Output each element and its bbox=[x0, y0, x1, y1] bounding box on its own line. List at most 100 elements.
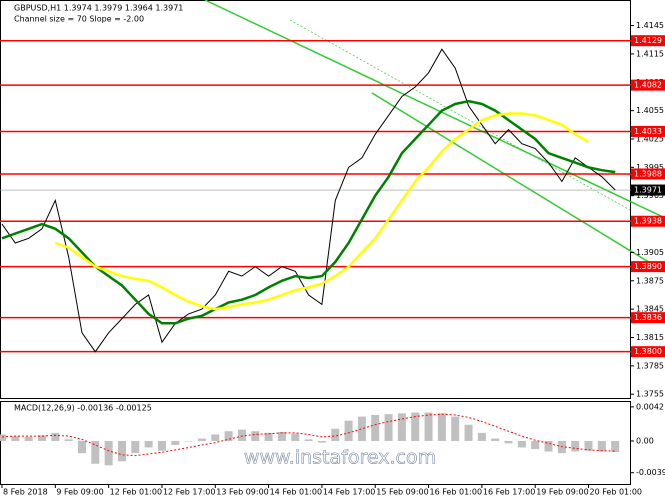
x-tick-label: 14 Feb 17:00 bbox=[323, 488, 375, 497]
y-tick-label: 0.0042 bbox=[636, 402, 664, 411]
macd-bar bbox=[451, 416, 460, 441]
level-box bbox=[631, 261, 665, 273]
watermark: www.instaforex.com bbox=[244, 447, 436, 469]
macd-bar bbox=[384, 414, 393, 441]
level-label: 1.4129 bbox=[634, 36, 662, 45]
level-label: 1.4082 bbox=[634, 81, 662, 90]
macd-bar bbox=[184, 440, 193, 442]
macd-title: MACD(12,26,9) -0.00136 -0.00125 bbox=[14, 404, 152, 413]
level-label: 1.3836 bbox=[634, 313, 662, 322]
macd-bar bbox=[117, 440, 126, 462]
macd-bar bbox=[0, 434, 6, 441]
macd-bar bbox=[37, 435, 46, 441]
level-label: 1.3890 bbox=[634, 262, 662, 271]
macd-bar bbox=[317, 440, 326, 443]
chart-subtitle: Channel size = 70 Slope = -2.00 bbox=[14, 15, 144, 24]
macd-signal bbox=[1, 413, 616, 457]
macd-bar bbox=[517, 440, 526, 448]
channel-upper bbox=[204, 0, 665, 219]
y-tick-label: -0.00391 bbox=[636, 468, 665, 477]
level-label: 1.3938 bbox=[634, 217, 662, 226]
channel-lower bbox=[371, 92, 665, 273]
level-box bbox=[631, 168, 665, 180]
macd-bar bbox=[531, 440, 540, 450]
level-label: 1.3988 bbox=[634, 169, 662, 178]
macd-bar bbox=[437, 413, 446, 441]
macd-bar bbox=[584, 440, 593, 451]
macd-bar bbox=[357, 416, 366, 441]
macd-bar bbox=[104, 440, 113, 466]
level-box bbox=[631, 215, 665, 227]
macd-bar bbox=[91, 440, 100, 464]
y-tick-label: 1.4115 bbox=[636, 49, 664, 58]
y-tick-label: 1.3815 bbox=[636, 333, 664, 342]
main-panel bbox=[0, 0, 631, 399]
x-tick-label: 12 Feb 01:00 bbox=[110, 488, 162, 497]
macd-bar bbox=[424, 412, 433, 441]
level-box bbox=[631, 79, 665, 91]
x-tick-label: 16 Feb 17:00 bbox=[483, 488, 535, 497]
macd-bar bbox=[24, 436, 33, 441]
level-box bbox=[631, 125, 665, 137]
macd-bar bbox=[251, 431, 260, 441]
macd-bar bbox=[277, 432, 286, 441]
macd-bar bbox=[131, 440, 140, 454]
level-box bbox=[631, 312, 665, 324]
last-price-box bbox=[631, 184, 665, 196]
y-tick-label: 1.3755 bbox=[636, 390, 664, 399]
macd-bar bbox=[211, 434, 220, 441]
macd-bar bbox=[571, 440, 580, 452]
x-tick-label: 14 Feb 01:00 bbox=[270, 488, 322, 497]
price-line bbox=[1, 48, 616, 353]
x-tick-label: 19 Feb 09:00 bbox=[536, 488, 588, 497]
y-tick-label: 1.3845 bbox=[636, 305, 664, 314]
y-tick-label: 1.3995 bbox=[636, 163, 664, 172]
macd-bar bbox=[544, 440, 553, 452]
x-tick-label: 20 Feb 01:00 bbox=[590, 488, 642, 497]
y-tick-label: 1.3875 bbox=[636, 276, 664, 285]
y-tick-label: 1.4055 bbox=[636, 106, 664, 115]
y-tick-label: 0.00 bbox=[636, 436, 654, 445]
ma-fast bbox=[1, 99, 616, 325]
macd-bar bbox=[157, 440, 166, 451]
macd-bar bbox=[597, 440, 606, 452]
macd-bar bbox=[411, 412, 420, 441]
x-tick-label: 12 Feb 17:00 bbox=[163, 488, 215, 497]
level-box bbox=[631, 346, 665, 358]
level-label: 1.4033 bbox=[634, 127, 662, 136]
macd-bar bbox=[331, 428, 340, 441]
y-tick-label: 1.3785 bbox=[636, 361, 664, 370]
macd-bar bbox=[264, 432, 273, 441]
macd-bar bbox=[371, 414, 380, 441]
x-tick-label: 16 Feb 01:00 bbox=[430, 488, 482, 497]
macd-bar bbox=[611, 440, 620, 453]
macd-bar bbox=[504, 440, 513, 444]
ma-slow bbox=[54, 112, 590, 311]
macd-bar bbox=[144, 440, 153, 448]
y-tick-label: 1.3965 bbox=[636, 191, 664, 200]
x-tick-label: 13 Feb 09:00 bbox=[216, 488, 268, 497]
level-label: 1.3800 bbox=[634, 347, 662, 356]
y-tick-label: 1.4025 bbox=[636, 135, 664, 144]
x-tick-label: 9 Feb 09:00 bbox=[56, 488, 103, 497]
y-tick-label: 1.4145 bbox=[636, 21, 664, 30]
macd-bar bbox=[477, 432, 486, 441]
macd-bar bbox=[491, 438, 500, 441]
x-tick-label: 15 Feb 09:00 bbox=[376, 488, 428, 497]
chart-title: GBPUSD,H1 1.3974 1.3979 1.3964 1.3971 bbox=[14, 4, 183, 13]
channel-mid bbox=[289, 19, 631, 211]
macd-bar bbox=[397, 413, 406, 441]
macd-bar bbox=[197, 438, 206, 441]
macd-bar bbox=[291, 433, 300, 441]
macd-bar bbox=[51, 432, 60, 441]
x-tick-label: 8 Feb 2018 bbox=[3, 488, 48, 497]
macd-bar bbox=[64, 439, 73, 441]
macd-bar bbox=[77, 440, 86, 454]
macd-bar bbox=[344, 420, 353, 441]
macd-bar bbox=[464, 424, 473, 441]
y-tick-label: 1.3905 bbox=[636, 248, 664, 257]
level-box bbox=[631, 35, 665, 47]
macd-bar bbox=[304, 439, 313, 441]
macd-bar bbox=[224, 431, 233, 441]
